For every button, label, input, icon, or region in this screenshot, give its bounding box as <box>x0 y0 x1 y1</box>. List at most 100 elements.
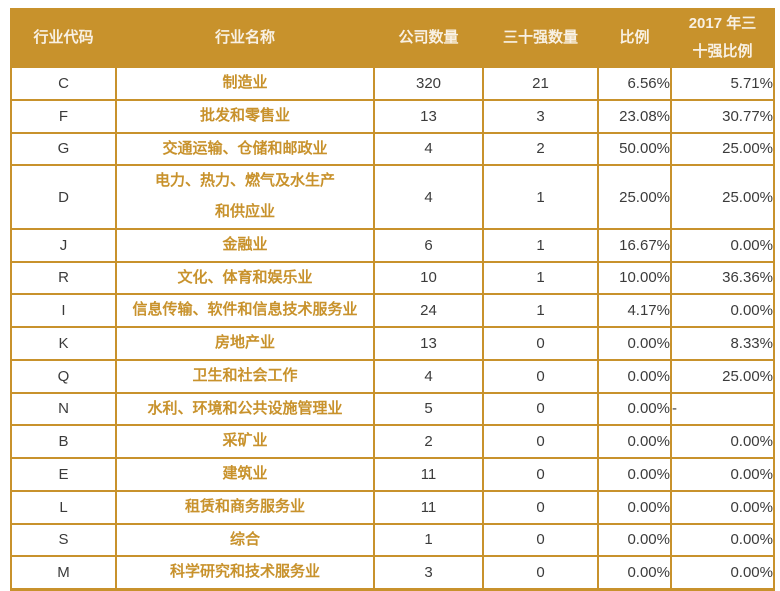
document-page: 行业代码 行业名称 公司数量 三十强数量 比例 2017 年三 十强比例 C 制… <box>10 8 775 591</box>
ratio-cell: 0.00% <box>597 358 672 394</box>
ratio-cell: 0.00% <box>597 391 672 427</box>
industry-code-cell: M <box>10 555 117 591</box>
industry-name-cell: 金融业 <box>115 227 375 263</box>
table-row: B 采矿业 2 0 0.00% 0.00% <box>10 424 775 459</box>
industry-code-cell: N <box>10 391 117 427</box>
top30-count-cell: 0 <box>482 522 599 558</box>
ratio-2017-cell: 0.00% <box>670 457 775 492</box>
ratio-2017-cell: 8.33% <box>670 326 775 361</box>
industry-name-cell: 采矿业 <box>115 424 375 459</box>
industry-name-cell: 建筑业 <box>115 457 375 492</box>
industry-name-cell: 卫生和社会工作 <box>115 358 375 394</box>
ratio-2017-cell: 0.00% <box>670 489 775 525</box>
company-count-cell: 11 <box>373 457 484 492</box>
industry-code-cell: F <box>10 98 117 134</box>
table-header: 行业代码 行业名称 公司数量 三十强数量 比例 2017 年三 十强比例 <box>10 8 775 68</box>
top30-count-cell: 0 <box>482 489 599 525</box>
top30-count-cell: 21 <box>482 66 599 101</box>
company-count-cell: 2 <box>373 424 484 459</box>
industry-name-cell: 水利、环境和公共设施管理业 <box>115 391 375 427</box>
industry-code-cell: S <box>10 522 117 558</box>
company-count-cell: 4 <box>373 131 484 167</box>
ratio-2017-cell: - <box>670 391 775 427</box>
industry-code-cell: I <box>10 293 117 328</box>
top30-count-cell: 0 <box>482 457 599 492</box>
ratio-cell: 6.56% <box>597 66 672 101</box>
header-industry-name: 行业名称 <box>115 8 375 68</box>
table-body: C 制造业 320 21 6.56% 5.71% F 批发和零售业 13 3 2… <box>10 66 775 591</box>
company-count-cell: 10 <box>373 260 484 296</box>
table-row: K 房地产业 13 0 0.00% 8.33% <box>10 326 775 361</box>
table-row: E 建筑业 11 0 0.00% 0.00% <box>10 457 775 492</box>
industry-name-cell: 制造业 <box>115 66 375 101</box>
company-count-cell: 5 <box>373 391 484 427</box>
company-count-cell: 3 <box>373 555 484 591</box>
table-row: D 电力、热力、燃气及水生产 和供应业 4 1 25.00% 25.00% <box>10 164 775 230</box>
ratio-cell: 0.00% <box>597 457 672 492</box>
industry-code-cell: L <box>10 489 117 525</box>
header-ratio: 比例 <box>597 8 672 68</box>
industry-name-cell: 租赁和商务服务业 <box>115 489 375 525</box>
industry-statistics-table: 行业代码 行业名称 公司数量 三十强数量 比例 2017 年三 十强比例 C 制… <box>10 8 775 591</box>
top30-count-cell: 1 <box>482 293 599 328</box>
company-count-cell: 13 <box>373 326 484 361</box>
header-2017-top30-ratio: 2017 年三 十强比例 <box>670 8 775 68</box>
ratio-cell: 0.00% <box>597 326 672 361</box>
header-company-count: 公司数量 <box>373 8 484 68</box>
ratio-cell: 16.67% <box>597 227 672 263</box>
industry-code-cell: J <box>10 227 117 263</box>
ratio-2017-cell: 5.71% <box>670 66 775 101</box>
table-row: I 信息传输、软件和信息技术服务业 24 1 4.17% 0.00% <box>10 293 775 328</box>
top30-count-cell: 0 <box>482 358 599 394</box>
top30-count-cell: 0 <box>482 555 599 591</box>
table-row: G 交通运输、仓储和邮政业 4 2 50.00% 25.00% <box>10 131 775 167</box>
company-count-cell: 24 <box>373 293 484 328</box>
ratio-cell: 10.00% <box>597 260 672 296</box>
company-count-cell: 4 <box>373 164 484 230</box>
ratio-2017-cell: 36.36% <box>670 260 775 296</box>
company-count-cell: 1 <box>373 522 484 558</box>
table-row: S 综合 1 0 0.00% 0.00% <box>10 522 775 558</box>
industry-name-cell: 交通运输、仓储和邮政业 <box>115 131 375 167</box>
ratio-cell: 23.08% <box>597 98 672 134</box>
industry-code-cell: G <box>10 131 117 167</box>
top30-count-cell: 1 <box>482 260 599 296</box>
table-row: R 文化、体育和娱乐业 10 1 10.00% 36.36% <box>10 260 775 296</box>
ratio-2017-cell: 0.00% <box>670 293 775 328</box>
ratio-2017-cell: 25.00% <box>670 358 775 394</box>
table-row: J 金融业 6 1 16.67% 0.00% <box>10 227 775 263</box>
industry-code-cell: C <box>10 66 117 101</box>
company-count-cell: 13 <box>373 98 484 134</box>
industry-code-cell: E <box>10 457 117 492</box>
ratio-2017-cell: 0.00% <box>670 227 775 263</box>
ratio-2017-cell: 0.00% <box>670 424 775 459</box>
ratio-cell: 0.00% <box>597 424 672 459</box>
ratio-2017-cell: 0.00% <box>670 522 775 558</box>
company-count-cell: 4 <box>373 358 484 394</box>
ratio-cell: 4.17% <box>597 293 672 328</box>
top30-count-cell: 3 <box>482 98 599 134</box>
header-row: 行业代码 行业名称 公司数量 三十强数量 比例 2017 年三 十强比例 <box>10 8 775 68</box>
table-row: N 水利、环境和公共设施管理业 5 0 0.00% - <box>10 391 775 427</box>
company-count-cell: 11 <box>373 489 484 525</box>
industry-name-cell: 电力、热力、燃气及水生产 和供应业 <box>115 164 375 230</box>
ratio-cell: 0.00% <box>597 555 672 591</box>
industry-name-cell: 文化、体育和娱乐业 <box>115 260 375 296</box>
table-row: M 科学研究和技术服务业 3 0 0.00% 0.00% <box>10 555 775 591</box>
top30-count-cell: 2 <box>482 131 599 167</box>
header-top30-count: 三十强数量 <box>482 8 599 68</box>
industry-code-cell: K <box>10 326 117 361</box>
industry-name-cell: 科学研究和技术服务业 <box>115 555 375 591</box>
ratio-cell: 0.00% <box>597 522 672 558</box>
top30-count-cell: 0 <box>482 326 599 361</box>
table-row: L 租赁和商务服务业 11 0 0.00% 0.00% <box>10 489 775 525</box>
table-row: C 制造业 320 21 6.56% 5.71% <box>10 66 775 101</box>
industry-code-cell: R <box>10 260 117 296</box>
company-count-cell: 6 <box>373 227 484 263</box>
table-row: Q 卫生和社会工作 4 0 0.00% 25.00% <box>10 358 775 394</box>
ratio-2017-cell: 30.77% <box>670 98 775 134</box>
ratio-2017-cell: 0.00% <box>670 555 775 591</box>
top30-count-cell: 1 <box>482 164 599 230</box>
industry-name-cell: 信息传输、软件和信息技术服务业 <box>115 293 375 328</box>
industry-code-cell: B <box>10 424 117 459</box>
